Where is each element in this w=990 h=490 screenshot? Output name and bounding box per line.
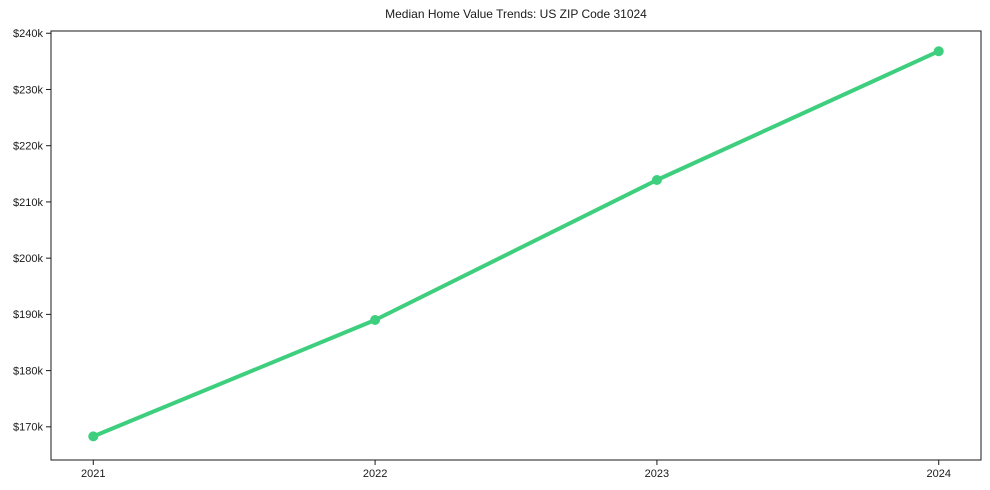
trend-line [91, 49, 941, 439]
data-point-marker [651, 174, 662, 185]
y-tick-label: $220k [13, 141, 43, 153]
data-point-marker [933, 46, 944, 57]
y-tick-label: $200k [13, 253, 43, 265]
y-tick-label: $170k [13, 422, 43, 434]
y-tick-label: $230k [13, 84, 43, 96]
data-point-marker [88, 431, 99, 442]
chart-title: Median Home Value Trends: US ZIP Code 31… [385, 7, 647, 21]
y-tick-label: $240k [13, 28, 43, 40]
data-point-marker [370, 314, 381, 325]
x-tick-label: 2024 [926, 468, 950, 480]
plot-border [50, 30, 982, 461]
x-tick-label: 2022 [363, 468, 387, 480]
y-tick-label: $210k [13, 197, 43, 209]
y-tick-label: $180k [13, 365, 43, 377]
x-tick-label: 2023 [645, 468, 669, 480]
y-tick-label: $190k [13, 309, 43, 321]
x-tick-label: 2021 [81, 468, 105, 480]
